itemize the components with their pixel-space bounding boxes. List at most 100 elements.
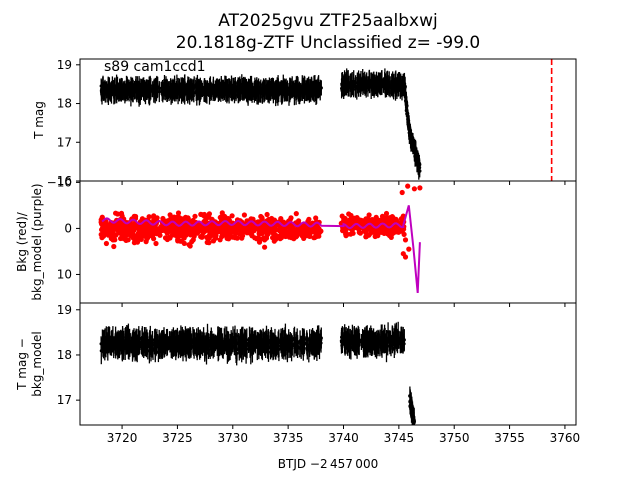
- bkg-point: [209, 230, 216, 236]
- flux-point: [305, 348, 309, 352]
- flux-point: [261, 338, 265, 342]
- flux-point: [247, 88, 251, 93]
- flux-point: [122, 90, 126, 94]
- flux-point: [264, 343, 268, 347]
- flux-point: [145, 89, 149, 93]
- flux-point: [187, 337, 191, 341]
- flux-point: [213, 341, 218, 345]
- bkg-point: [356, 229, 362, 235]
- flux-point: [105, 93, 109, 97]
- flux-point: [137, 342, 141, 346]
- bkg-point: [157, 232, 163, 238]
- bkg-point: [234, 227, 240, 233]
- bkg-point: [255, 235, 261, 241]
- bkg-point: [259, 230, 265, 236]
- flux-point: [242, 84, 246, 89]
- flux-point: [119, 89, 123, 93]
- bkg-point: [383, 210, 390, 217]
- flux-point: [258, 340, 262, 344]
- flux-point: [296, 344, 300, 349]
- flux-point: [198, 84, 202, 88]
- panel-2: −10 0 10 Bkg (red)/bkg_model (purple): [15, 175, 577, 307]
- bkg-point: [134, 223, 140, 229]
- flux-point: [178, 341, 182, 346]
- flux-point: [189, 342, 193, 346]
- bkg-point: [399, 189, 405, 196]
- flux-point: [367, 79, 371, 83]
- bkg-point: [264, 225, 270, 231]
- bkg-point: [204, 234, 210, 240]
- bkg-point: [354, 215, 360, 221]
- bkg-point: [385, 218, 391, 224]
- bkg-point: [262, 244, 268, 250]
- flux-point: [392, 83, 396, 88]
- flux-point: [99, 84, 103, 88]
- flux-point: [162, 334, 166, 338]
- bkg-point: [344, 231, 350, 237]
- flux-point: [150, 343, 155, 347]
- y-tick-label: 19: [57, 58, 72, 72]
- flux-point: [167, 335, 172, 339]
- bkg-point: [181, 240, 187, 246]
- flux-point: [417, 162, 422, 167]
- flux-point: [204, 88, 208, 92]
- flux-point: [143, 346, 148, 350]
- bkg-point: [361, 228, 367, 234]
- bkg-point: [160, 215, 166, 222]
- flux-point: [126, 341, 130, 345]
- flux-point: [121, 335, 125, 339]
- bkg-point: [179, 216, 185, 222]
- flux-point: [234, 88, 238, 92]
- flux-point: [216, 347, 220, 351]
- flux-point: [208, 86, 212, 90]
- flux-point: [164, 342, 168, 346]
- flux-point: [352, 81, 356, 85]
- flux-point: [196, 337, 200, 341]
- flux-point: [103, 86, 107, 91]
- flux-point: [349, 81, 353, 86]
- flux-point: [237, 345, 242, 349]
- bkg-point: [259, 216, 265, 222]
- flux-point: [316, 346, 320, 350]
- flux-point: [254, 90, 258, 94]
- panel-frame: [79, 58, 577, 182]
- flux-point: [302, 87, 306, 91]
- flux-point: [235, 334, 239, 338]
- bkg-point: [405, 183, 411, 189]
- bkg-point: [110, 229, 116, 236]
- flux-point: [130, 341, 134, 346]
- bkg-point: [120, 227, 127, 233]
- flux-point: [119, 344, 123, 348]
- bkg-point: [171, 214, 177, 220]
- y-tick-label: 17: [57, 135, 72, 149]
- flux-point: [183, 88, 187, 92]
- flux-point: [225, 349, 229, 353]
- bkg-point: [153, 240, 159, 247]
- flux-point: [184, 350, 188, 354]
- bkg-point: [366, 212, 372, 218]
- bkg-point: [273, 232, 279, 238]
- flux-point: [229, 88, 233, 92]
- bkg-point: [162, 235, 169, 241]
- flux-point: [345, 77, 349, 81]
- flux-point: [285, 90, 289, 94]
- flux-point: [211, 346, 215, 350]
- flux-point: [187, 85, 191, 90]
- bkg-point: [350, 230, 356, 236]
- flux-point: [380, 81, 384, 85]
- flux-point: [210, 88, 214, 93]
- flux-point: [170, 344, 174, 349]
- bkg-point: [118, 235, 124, 242]
- bkg-point: [198, 211, 204, 217]
- flux-point: [373, 82, 378, 86]
- flux-point: [223, 337, 227, 341]
- flux-point: [319, 341, 323, 345]
- bkg-point: [312, 225, 319, 232]
- bkg-point: [261, 235, 267, 241]
- flux-point: [269, 86, 273, 90]
- flux-point: [204, 347, 208, 351]
- flux-point: [195, 347, 199, 351]
- bkg-point: [302, 224, 308, 230]
- flux-point: [161, 87, 165, 91]
- flux-point: [361, 82, 365, 86]
